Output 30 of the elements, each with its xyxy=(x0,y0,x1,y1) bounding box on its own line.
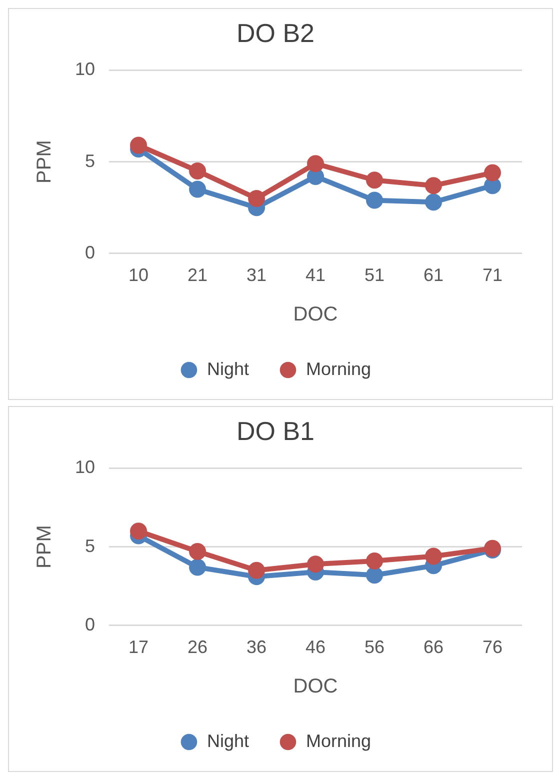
x-tick-label: 66 xyxy=(423,637,444,658)
y-tick-label: 0 xyxy=(85,242,96,262)
y-tick-label: 10 xyxy=(74,59,96,80)
x-tick-label: 51 xyxy=(364,265,385,286)
x-axis-title: DOC xyxy=(293,304,338,326)
y-axis-title: PPM xyxy=(34,140,56,184)
y-tick-label: 10 xyxy=(74,457,96,478)
x-tick-label: 17 xyxy=(128,637,149,658)
x-tick-label: 46 xyxy=(305,637,326,658)
legend-label: Morning xyxy=(306,730,372,751)
y-tick-label: 0 xyxy=(85,614,96,634)
y-tick-label: 5 xyxy=(85,150,96,171)
x-tick-label: 71 xyxy=(482,265,503,286)
legend-label: Night xyxy=(206,358,250,379)
y-tick-label: 5 xyxy=(85,536,96,556)
chart-title: DO B1 xyxy=(236,416,315,446)
x-tick-label: 61 xyxy=(423,265,444,286)
chart-title: DO B2 xyxy=(236,18,315,48)
legend-label: Night xyxy=(206,730,250,751)
x-tick-label: 36 xyxy=(246,637,267,658)
x-tick-label: 76 xyxy=(482,637,503,658)
x-tick-label: 26 xyxy=(188,637,208,658)
y-axis-title: PPM xyxy=(34,525,56,568)
x-axis-title: DOC xyxy=(293,676,338,698)
x-tick-label: 41 xyxy=(305,265,326,286)
x-tick-label: 31 xyxy=(246,265,267,286)
x-tick-label: 10 xyxy=(128,265,149,286)
legend-label: Morning xyxy=(306,358,372,379)
x-tick-label: 21 xyxy=(188,265,208,286)
x-tick-label: 56 xyxy=(364,637,385,658)
